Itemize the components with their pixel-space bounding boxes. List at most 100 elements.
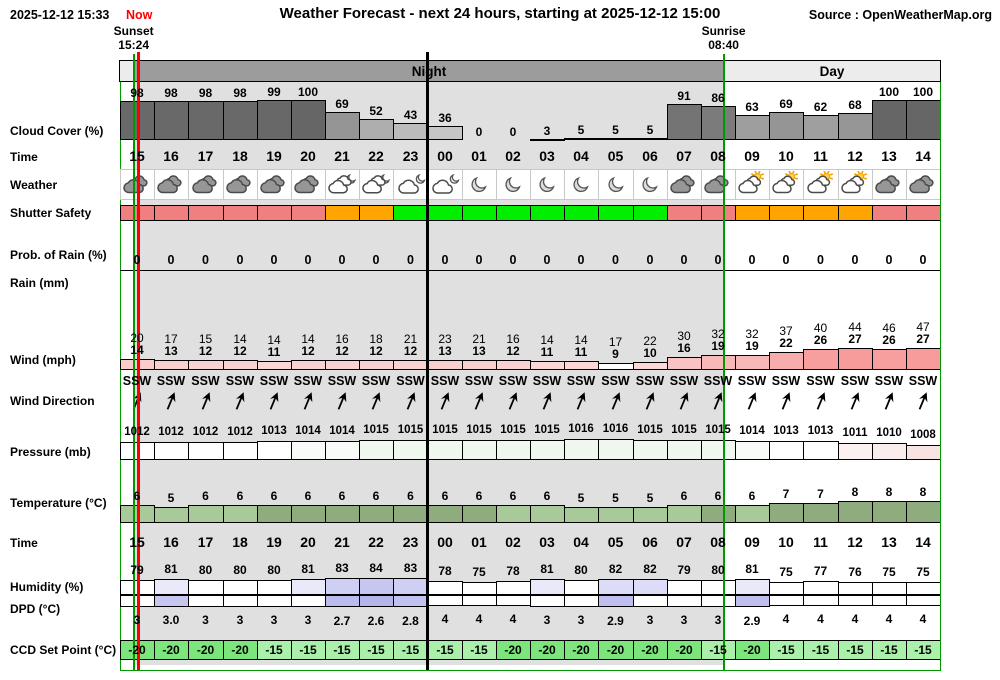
dpd-cell [769,594,804,606]
wind-speed-value: 12 [403,344,418,358]
humidity-value: 76 [848,564,862,579]
dpd-cell [428,594,463,606]
ccd-set-point-value: -20 [162,643,180,657]
time-value: 06 [642,147,658,164]
time-value: 20 [300,147,316,164]
shutter-safety-cell [359,205,394,221]
prob-rain-value: 0 [304,252,312,267]
weather-icon-cell [769,168,804,200]
wind-direction-arrow [671,388,697,414]
wind-gust-value: 21 [472,332,486,346]
cloud-moon-2-icon [327,171,358,197]
dpd-value: 3 [543,613,551,628]
prob-rain-value: 0 [680,252,688,267]
humidity-value: 83 [335,561,349,576]
temperature-bar [633,507,668,524]
time-value: 09 [744,147,760,164]
cloud-value: 3 [543,123,551,138]
dpd-cell [257,594,292,607]
temperature-bar [462,505,497,524]
time-value: 12 [847,147,863,164]
wind-direction-arrow [534,388,560,414]
wind-speed-value: 11 [267,345,281,359]
cloud-bar [393,122,429,140]
wind-bar [359,360,394,370]
prob-rain-value: 0 [441,252,449,267]
cloud-bar [598,138,634,140]
prob-rain-value: 0 [133,252,141,267]
pressure-value: 1016 [602,423,629,436]
humidity-cell [257,579,292,596]
wind-direction-arrow [158,388,184,414]
temperature-value: 5 [167,491,175,506]
cloud-bar [735,114,770,140]
time-value: 19 [266,147,282,164]
wind-direction-arrow [773,388,799,414]
wind-bar [701,355,736,370]
temperature-bar [188,505,224,524]
wind-bar [564,361,599,370]
overcast-icon [908,171,939,197]
prob-rain-value: 0 [543,252,551,267]
band-night-label: Night [411,63,447,79]
dpd-value: 4 [509,612,517,627]
ccd-set-point-value: -20 [128,643,146,657]
humidity-cell [530,579,565,596]
overcast-icon [874,171,905,197]
temperature-value: 6 [133,489,141,504]
wind-bar [530,361,565,370]
wind-direction-value: SSW [635,373,665,388]
prob-rain-value: 0 [885,252,893,267]
temperature-value: 5 [577,491,585,506]
cloud-sun-icon [737,171,768,197]
weather-icon-cell [906,168,941,200]
shutter-safety-cell [154,205,189,221]
weather-icon-cell [633,168,668,200]
time-value-2: 13 [881,533,897,550]
wind-speed-value: 9 [612,347,619,361]
wind-gust-value: 14 [540,333,554,347]
time-value: 02 [505,147,521,164]
dpd-cell [393,594,429,608]
temperature-bar [667,505,702,524]
wind-bar [496,360,531,370]
shutter-safety-cell [291,205,326,221]
humidity-cell [359,577,394,596]
prob-rain-value: 0 [236,252,244,267]
cloud-value: 0 [475,125,483,139]
pressure-value: 1010 [876,427,902,440]
prob-rain-value: 0 [714,252,722,267]
wind-bar [325,360,360,370]
source-label: Source : OpenWeatherMap.org [808,8,992,22]
cloud-value: 98 [130,85,144,100]
humidity-value: 75 [779,565,793,580]
wind-gust-value: 30 [677,329,691,343]
temperature-bar [530,505,565,524]
humidity-value: 81 [540,562,554,577]
temperature-bar [496,505,531,524]
dpd-value: 4 [441,612,449,627]
wind-speed-value: 27 [848,332,862,346]
row-label-temperature: Temperature (°C) [10,495,107,510]
wind-speed-value: 11 [540,345,554,359]
wind-direction-value: SSW [191,373,220,388]
cloud-value: 100 [878,85,900,99]
pressure-value: 1012 [192,426,219,438]
shutter-safety-cell [223,205,258,221]
dpd-value: 4 [782,612,790,627]
dpd-cell [872,594,907,606]
dpd-value: 4 [885,612,893,627]
humidity-value: 80 [198,562,213,577]
weather-icon-cell [564,168,599,200]
pressure-cell [701,439,736,460]
dpd-cell [735,594,770,608]
wind-gust-value: 14 [267,333,281,347]
chart-left-border [119,82,121,670]
pressure-cell [325,440,360,460]
sunrise-label: Sunrise 08:40 [684,24,764,52]
temperature-value: 8 [919,484,927,499]
pressure-value: 1008 [910,428,936,441]
cloud-bar [154,100,189,140]
shutter-safety-cell [838,205,873,221]
pressure-cell [598,439,634,460]
